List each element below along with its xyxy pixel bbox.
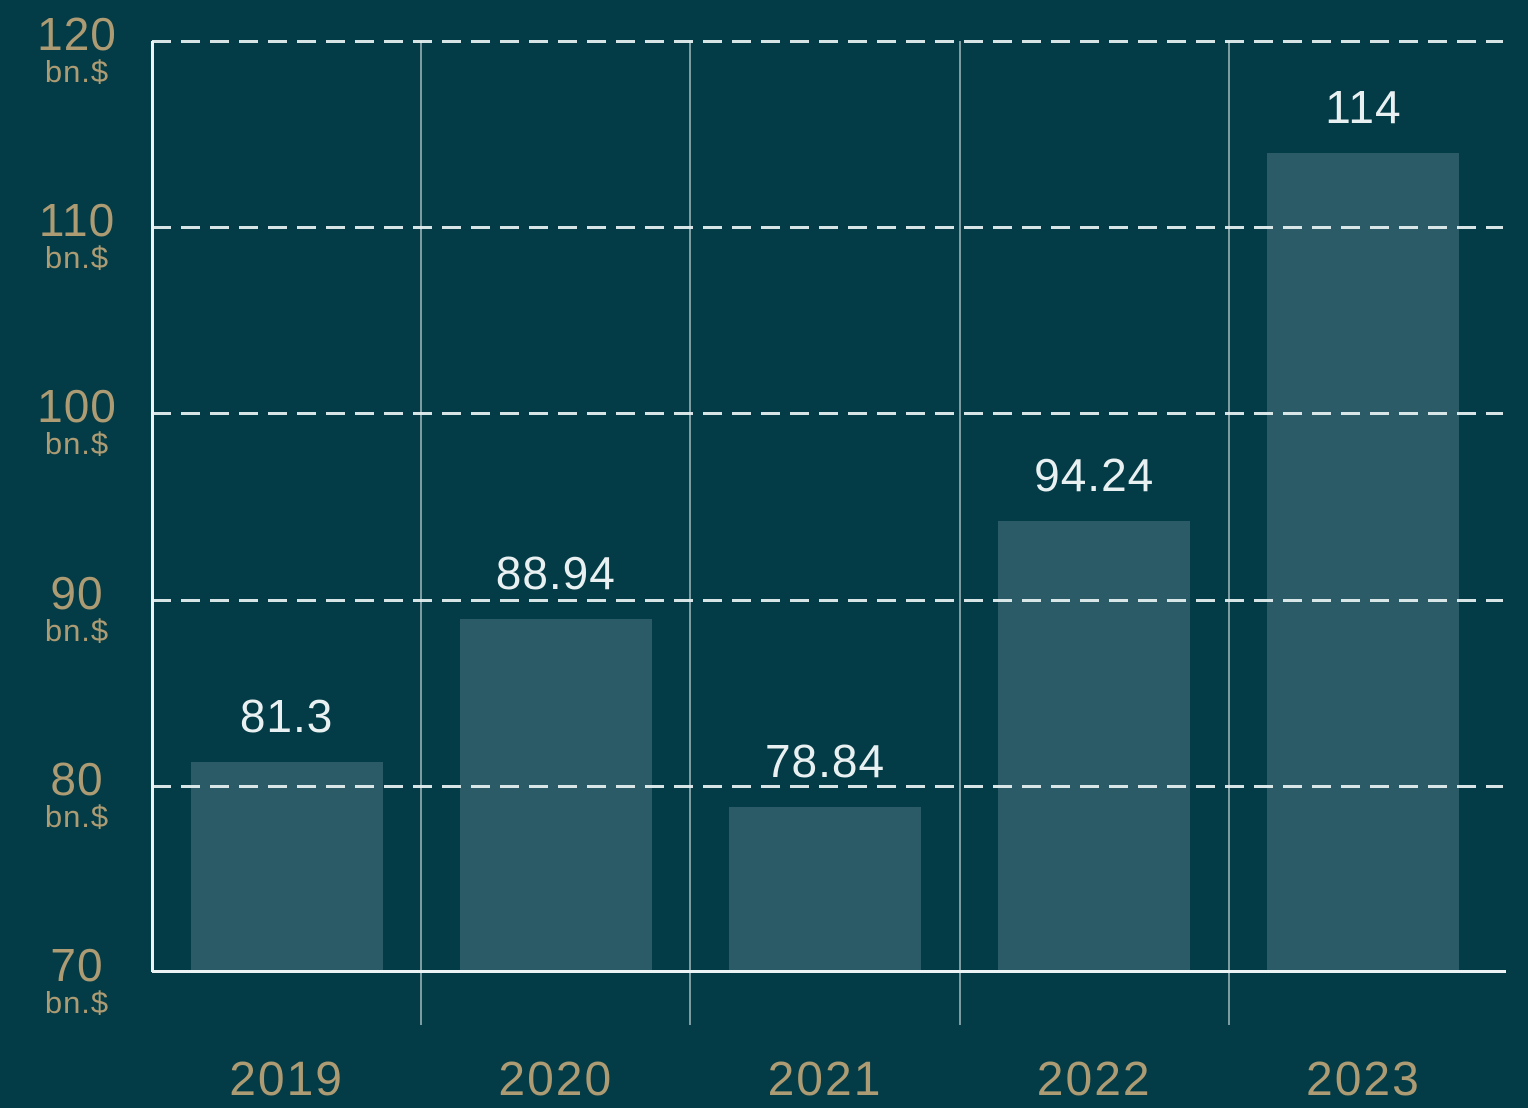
y-tick-unit: bn.$ (44, 798, 110, 834)
bar-2022 (998, 520, 1191, 972)
bar-2023 (1267, 152, 1460, 972)
value-label-2019: 81.3 (239, 689, 334, 742)
x-axis-label-2020: 2020 (498, 1053, 614, 1106)
y-tick-value: 120 (37, 8, 117, 60)
x-axis-label-2022: 2022 (1036, 1053, 1152, 1106)
y-axis-label-90: 90 bn.$ (18, 566, 136, 648)
value-label-2023: 114 (1325, 80, 1402, 133)
y-tick-value: 70 (50, 939, 104, 991)
y-tick-unit: bn.$ (44, 426, 110, 462)
bar-2019 (190, 761, 383, 972)
y-tick-value: 100 (37, 380, 117, 433)
y-axis-label-110: 110 bn.$ (18, 194, 136, 276)
gridline-90 (152, 598, 1503, 602)
y-tick-value: 90 (50, 566, 104, 619)
column-separator-1 (420, 41, 423, 1025)
y-tick-unit: bn.$ (44, 240, 110, 276)
value-label-2021: 78.84 (764, 735, 886, 788)
x-axis-label-2019: 2019 (229, 1053, 344, 1106)
y-axis-line (151, 41, 154, 972)
gridline-100 (152, 412, 1503, 416)
y-tick-value: 110 (38, 194, 116, 247)
column-separator-3 (958, 41, 961, 1025)
column-separator-4 (1227, 41, 1230, 1025)
y-tick-unit: bn.$ (44, 985, 110, 1020)
x-axis-line (152, 970, 1506, 973)
gridline-80 (152, 784, 1503, 788)
x-axis-label-2023: 2023 (1306, 1053, 1421, 1106)
y-axis-label-70: 70 bn.$ (18, 939, 136, 1020)
value-label-2022: 94.24 (1034, 448, 1155, 501)
column-separator-2 (689, 41, 692, 1025)
gridline-120 (152, 40, 1503, 43)
y-axis-label-80: 80 bn.$ (18, 752, 136, 834)
y-tick-unit: bn.$ (44, 612, 110, 648)
value-label-2020: 88.94 (495, 547, 616, 600)
x-axis-label-2021: 2021 (767, 1053, 883, 1106)
gridline-110 (152, 226, 1503, 230)
y-tick-value: 80 (50, 752, 104, 805)
bar-2020 (459, 619, 652, 972)
y-axis-label-100: 100 bn.$ (18, 380, 136, 462)
bar-2021 (729, 807, 921, 972)
y-axis-label-120: 120 bn.$ (18, 8, 136, 89)
y-tick-unit: bn.$ (44, 54, 110, 89)
